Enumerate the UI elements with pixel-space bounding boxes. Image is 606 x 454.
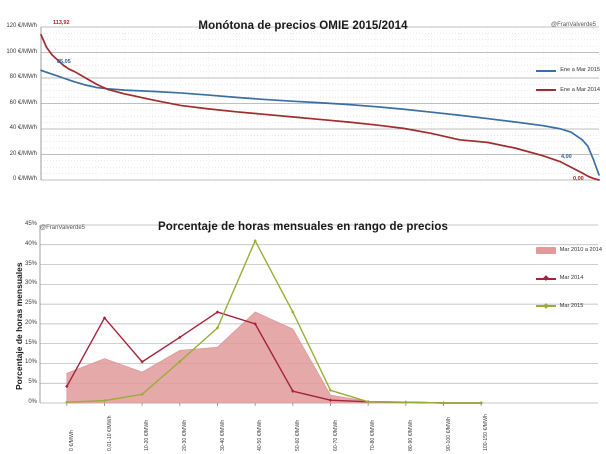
bottom-y-tick: 15% <box>24 339 37 346</box>
top-chart-annotation: 113,92 <box>53 20 70 26</box>
top-chart-title: Monótona de precios OMIE 2015/2014 <box>198 20 408 32</box>
porcentaje-horas-chart: Porcentaje de horas mensuales en rango d… <box>0 205 606 454</box>
bottom-y-tick: 5% <box>28 379 37 386</box>
bottom-x-tick: 60-70 €/MWh <box>332 419 339 451</box>
top-y-tick: 120 €/MWh <box>6 23 37 29</box>
bottom-x-tick: 20-30 €/MWh <box>181 419 188 451</box>
top-y-tick: 100 €/MWh <box>6 48 37 55</box>
bottom-y-tick: 25% <box>24 300 37 307</box>
top-y-tick: 60 €/MWh <box>9 99 37 106</box>
bottom-y-tick: 20% <box>24 319 37 326</box>
top-legend-label: Ene a Mar 2015 <box>560 67 600 73</box>
bottom-legend-item[interactable]: Mar 2010 a 2014 <box>535 246 602 254</box>
top-legend-item[interactable]: Ene a Mar 2015 <box>536 67 600 74</box>
bottom-y-tick: 30% <box>24 280 37 287</box>
top-y-tick: 40 €/MWh <box>9 125 37 131</box>
bottom-y-tick: 0% <box>28 399 37 405</box>
bottom-legend-label: Mar 2015 <box>559 302 584 309</box>
top-legend-label: Ene a Mar 2014 <box>560 86 600 93</box>
bottom-x-tick: 50-60 €/MWh <box>294 419 301 451</box>
legend-line-swatch-icon <box>535 305 556 308</box>
bottom-chart-legend: Mar 2010 a 2014 Mar 2014 Mar 2015 <box>535 246 602 331</box>
top-legend-item[interactable]: Ene a Mar 2014 <box>536 86 600 94</box>
legend-area-swatch-icon <box>535 247 556 254</box>
porcentaje-horas-plot <box>39 224 598 406</box>
bottom-y-tick: 35% <box>24 260 37 267</box>
top-chart-watermark: @FranValverde5 <box>551 22 596 28</box>
bottom-x-tick: 80-90 €/MWh <box>407 419 414 451</box>
bottom-x-tick: 30-40 €/MWh <box>219 419 226 451</box>
top-y-tick: 0 €/MWh <box>12 176 37 182</box>
bottom-x-tick: 0 €/MWh <box>68 430 75 451</box>
top-chart-legend: Ene a Mar 2015 Ene a Mar 2014 <box>536 67 600 107</box>
top-y-tick: 20 €/MWh <box>9 150 37 157</box>
bottom-legend-label: Mar 2014 <box>559 275 584 281</box>
top-chart-annotation: 0,00 <box>573 176 584 182</box>
bottom-y-tick: 10% <box>24 359 37 366</box>
bottom-x-tick: 70-80 €/MWh <box>370 419 377 451</box>
monotona-precios-chart: Monótona de precios OMIE 2015/2014 @Fran… <box>0 0 606 205</box>
bottom-chart-watermark: @FranValverde5 <box>40 225 85 231</box>
bottom-y-tick: 45% <box>24 221 37 227</box>
legend-line-swatch-icon <box>535 277 556 280</box>
top-chart-annotation: 4,00 <box>561 154 572 160</box>
bottom-x-tick: 100-150 €/MWh <box>483 414 490 451</box>
bottom-legend-label: Mar 2010 a 2014 <box>559 246 602 253</box>
bottom-x-tick: 40-50 €/MWh <box>257 419 264 451</box>
bottom-chart-title: Porcentaje de horas mensuales en rango d… <box>158 221 448 233</box>
monotona-precios-plot <box>40 26 600 181</box>
bottom-x-tick: 10-20 €/MWh <box>144 419 151 451</box>
bottom-x-tick: 90-100 €/MWh <box>445 416 452 451</box>
top-y-tick: 80 €/MWh <box>9 74 37 80</box>
bottom-x-tick: 0,01-10 €/MWh <box>106 415 113 451</box>
legend-line-swatch-icon <box>536 69 557 72</box>
legend-line-swatch-icon <box>536 89 557 92</box>
bottom-legend-item[interactable]: Mar 2015 <box>535 302 602 310</box>
top-chart-annotation: 85,05 <box>57 59 71 65</box>
bottom-y-tick: 40% <box>24 240 37 247</box>
bottom-legend-item[interactable]: Mar 2014 <box>535 275 602 282</box>
